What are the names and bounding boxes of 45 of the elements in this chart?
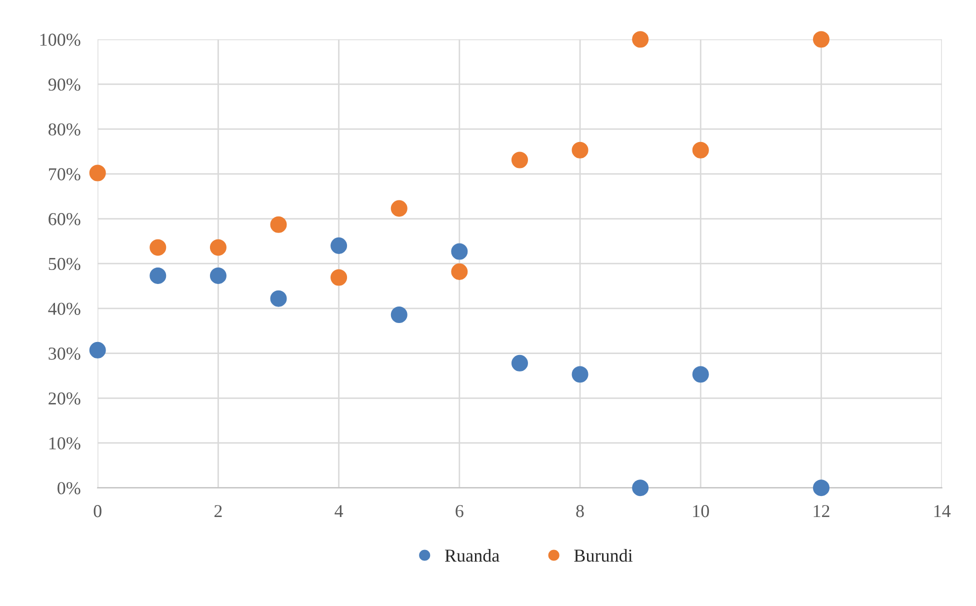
y-tick-label: 80% xyxy=(48,123,80,136)
y-tick-label: 0% xyxy=(58,482,80,494)
x-tick-label: 2 xyxy=(214,505,222,518)
point xyxy=(330,269,348,286)
point xyxy=(692,142,709,158)
x-tick-label: 4 xyxy=(334,505,344,518)
point xyxy=(89,164,106,182)
point xyxy=(150,239,166,256)
x-tick-label: 14 xyxy=(934,505,951,518)
x-tick-label: 12 xyxy=(814,505,830,518)
point xyxy=(270,290,287,307)
y-tick-label: 60% xyxy=(48,213,80,226)
y-tick-label: 90% xyxy=(48,78,80,91)
point xyxy=(451,263,468,280)
point xyxy=(572,366,588,383)
y-tick-label: 100% xyxy=(40,34,80,46)
y-tick-label: 10% xyxy=(49,437,80,450)
point xyxy=(210,239,226,256)
point xyxy=(330,237,348,254)
point xyxy=(89,342,106,358)
x-tick-label: 10 xyxy=(693,505,709,518)
y-tick-label: 70% xyxy=(49,168,80,180)
point xyxy=(150,267,166,284)
point xyxy=(390,200,408,217)
point xyxy=(511,152,528,168)
x-tick-label: 8 xyxy=(576,505,584,518)
point xyxy=(632,31,649,48)
legend-label: Ruanda xyxy=(445,549,500,562)
y-tick-label: 50% xyxy=(48,258,80,270)
point xyxy=(572,142,588,158)
point xyxy=(210,267,226,284)
legend-label: Burundi xyxy=(574,549,633,562)
y-tick-label: 40% xyxy=(48,302,80,315)
point xyxy=(632,480,649,496)
y-tick-label: 30% xyxy=(48,348,80,360)
x-tick-label: 0 xyxy=(94,505,102,518)
point xyxy=(812,480,830,496)
point xyxy=(390,306,408,323)
y-tick-label: 20% xyxy=(48,392,80,405)
point xyxy=(692,366,709,383)
x-tick-label: 6 xyxy=(456,505,464,518)
point xyxy=(270,216,287,233)
point xyxy=(451,243,468,260)
point xyxy=(511,354,528,372)
point xyxy=(812,31,830,48)
